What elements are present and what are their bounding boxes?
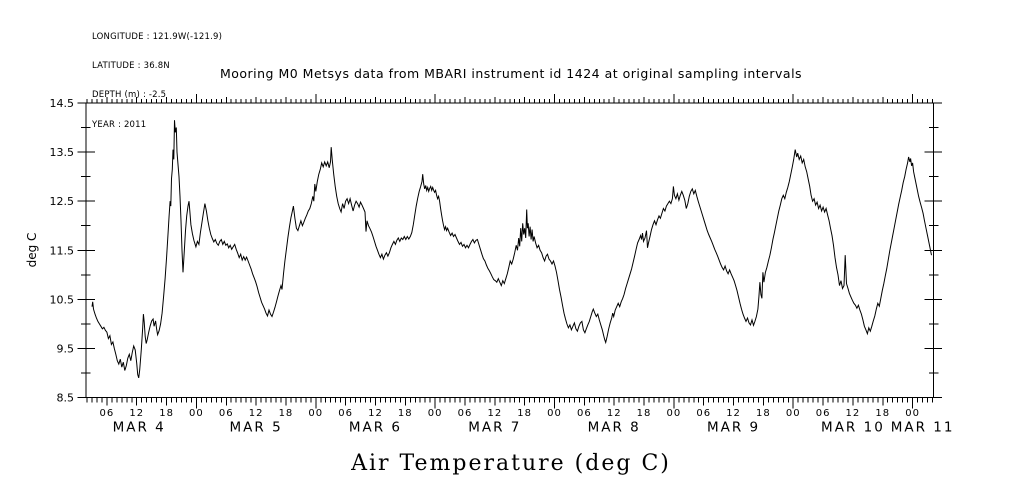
x-axis-hour-label: 06 xyxy=(458,408,473,419)
x-axis-hour-label: 00 xyxy=(428,408,443,419)
x-axis-hour-label: 12 xyxy=(368,408,383,419)
air-temperature-series xyxy=(91,120,932,379)
x-axis-hour-label: 18 xyxy=(159,408,174,419)
x-axis-hour-label: 18 xyxy=(279,408,294,419)
x-axis-hour-label: 12 xyxy=(607,408,622,419)
x-axis-day-label: MAR 4 xyxy=(113,420,166,436)
y-axis-tick-label: 12.5 xyxy=(50,195,75,208)
x-axis-hour-label: 18 xyxy=(875,408,890,419)
x-axis-hour-label: 06 xyxy=(338,408,353,419)
x-axis-hour-label: 06 xyxy=(100,408,115,419)
x-axis-day-label: MAR 9 xyxy=(707,420,760,436)
x-axis-variable-title: Air Temperature (deg C) xyxy=(351,451,671,476)
x-axis-hour-label: 00 xyxy=(308,408,323,419)
metadata-block: LONGITUDE : 121.9W(-121.9) LATITUDE : 36… xyxy=(92,13,222,150)
y-axis-tick-label: 11.5 xyxy=(50,244,75,257)
metadata-depth: DEPTH (m) : -2.5 xyxy=(92,90,167,101)
x-axis-hour-label: 00 xyxy=(547,408,562,419)
y-axis-tick-label: 10.5 xyxy=(50,293,75,306)
x-axis-hour-label: 18 xyxy=(637,408,652,419)
y-axis-tick-label: 14.5 xyxy=(50,97,75,110)
x-axis-hour-label: 00 xyxy=(905,408,920,419)
x-axis-hour-label: 00 xyxy=(189,408,204,419)
x-axis-day-label: MAR 8 xyxy=(588,420,641,436)
y-axis-tick-label: 13.5 xyxy=(50,146,75,159)
x-axis-hour-label: 06 xyxy=(816,408,831,419)
x-axis-day-label: MAR 10 xyxy=(821,420,885,436)
x-axis-hour-label: 00 xyxy=(786,408,801,419)
x-axis-hour-label: 06 xyxy=(219,408,234,419)
x-axis-hour-label: 00 xyxy=(667,408,682,419)
x-axis-day-label: MAR 5 xyxy=(230,420,283,436)
x-axis-hour-label: 06 xyxy=(696,408,711,419)
x-axis-day-label: MAR 7 xyxy=(468,420,521,436)
plot-title: Mooring M0 Metsys data from MBARI instru… xyxy=(219,66,803,81)
x-axis-hour-label: 18 xyxy=(517,408,532,419)
y-axis-tick-label: 9.5 xyxy=(57,342,75,355)
metadata-longitude: LONGITUDE : 121.9W(-121.9) xyxy=(92,31,223,42)
x-axis-hour-label: 12 xyxy=(129,408,144,419)
x-axis-day-label: MAR 11 xyxy=(891,420,955,436)
x-axis-hour-label: 12 xyxy=(249,408,264,419)
x-axis-day-label: MAR 6 xyxy=(349,420,402,436)
y-axis-title: deg C xyxy=(25,233,39,268)
x-axis-hour-label: 12 xyxy=(487,408,502,419)
plot-frame xyxy=(85,102,934,398)
y-axis-tick-label: 8.5 xyxy=(57,392,75,405)
x-axis-hour-label: 12 xyxy=(846,408,861,419)
x-axis-hour-label: 18 xyxy=(398,408,413,419)
x-axis-hour-label: 12 xyxy=(726,408,741,419)
x-axis-hour-label: 18 xyxy=(756,408,771,419)
x-axis-hour-label: 06 xyxy=(577,408,592,419)
metadata-latitude: LATITUDE : 36.8N xyxy=(92,60,170,71)
metadata-year: YEAR : 2011 xyxy=(92,119,147,130)
